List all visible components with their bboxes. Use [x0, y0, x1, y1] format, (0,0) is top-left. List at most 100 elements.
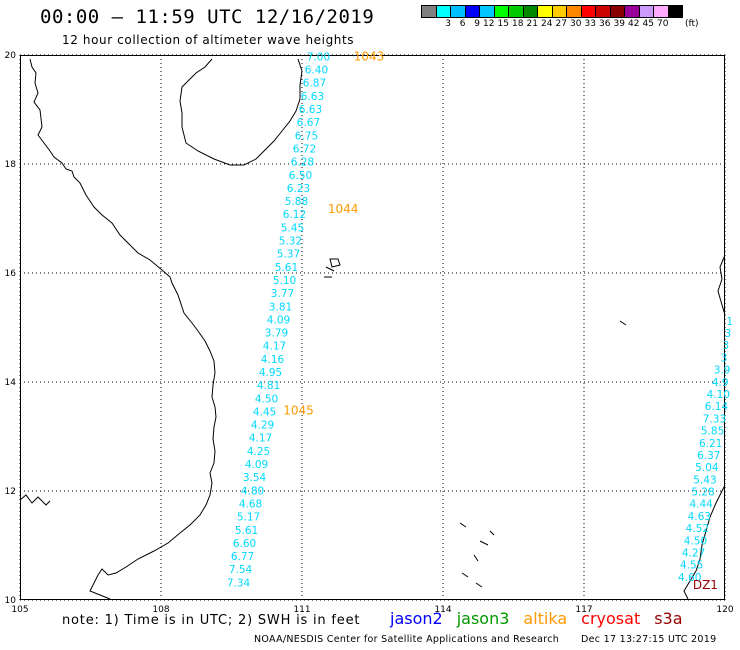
swh-main-value: 4.09	[245, 459, 268, 471]
coastline-paracel-1	[329, 258, 341, 268]
legend-swatch	[566, 5, 582, 18]
legend-unit: (ft)	[685, 19, 699, 29]
swh-east-value: 3.9	[714, 365, 731, 377]
legend-swatch	[595, 5, 611, 18]
swh-east-value: 3	[723, 340, 730, 352]
coastline	[19, 58, 726, 600]
swh-main-value: 5.61	[235, 525, 258, 537]
legend-ticks: 3 6 9 12 15 18 21 24 27 30 33 36 39 42 45 70 (ft)	[422, 19, 699, 29]
swh-east-value: 4.60	[678, 572, 701, 584]
footer-credit: NOAA/NESDIS Center for Satellite Applica…	[254, 634, 560, 645]
lat-tick-label: 14	[5, 378, 17, 388]
altimeter-tracks: 7.006.406.876.636.636.676.756.726.286.50…	[227, 51, 733, 589]
legend-tick: 70	[657, 19, 669, 29]
swh-east-value: 4.50	[684, 535, 707, 547]
footer-note: note: 1) Time is in UTC; 2) SWH is in fe…	[62, 613, 361, 628]
swh-main-value: 6.60	[233, 538, 256, 550]
legend-swatch	[624, 5, 640, 18]
map-grid	[19, 54, 726, 601]
satellite-jason2: jason2	[390, 609, 443, 628]
swh-main-value: 4.17	[249, 433, 272, 445]
legend-tick: 42	[628, 19, 640, 29]
swh-main-value: 4.68	[239, 498, 262, 510]
legend-tick: 12	[483, 19, 495, 29]
swh-main-value: 3.81	[269, 301, 292, 313]
swh-east-value: 4.52	[686, 523, 709, 535]
swh-main-value: 5.32	[279, 236, 302, 248]
satellite-s3a: s3a	[654, 609, 683, 628]
swh-main-value: 5.45	[281, 222, 304, 234]
pass-label: 1043	[354, 49, 385, 63]
legend-tick: 21	[526, 19, 538, 29]
legend-tick: 24	[541, 19, 553, 29]
swh-main-value: 4.80	[241, 485, 264, 497]
legend-tick	[422, 19, 437, 29]
coastline-vietnam	[29, 58, 217, 600]
swh-east-value: 6.21	[699, 438, 722, 450]
swh-main-value: 6.28	[291, 157, 314, 169]
swh-main-value: 5.17	[237, 512, 260, 524]
legend-swatch	[537, 5, 553, 18]
lon-tick-label: 120	[716, 605, 733, 615]
swh-main-value: 6.50	[289, 170, 312, 182]
wave-height-legend: 3 6 9 12 15 18 21 24 27 30 33 36 39 42 45 70 (ft)	[421, 5, 699, 29]
legend-swatch	[421, 5, 437, 18]
swh-main-value: 6.12	[283, 209, 306, 221]
swh-main-value: 6.23	[287, 183, 310, 195]
lat-tick-label: 12	[5, 487, 16, 497]
swh-east-value: 1	[726, 316, 733, 328]
legend-swatch	[450, 5, 466, 18]
swh-east-value: 4.27	[682, 548, 705, 560]
legend-tick: 9	[474, 19, 480, 29]
satellite-jason3: jason3	[456, 609, 510, 628]
swh-main-value: 3.79	[265, 328, 288, 340]
legend-swatch	[508, 5, 524, 18]
legend-tick: 3	[445, 19, 451, 29]
lat-tick-label: 18	[5, 160, 17, 170]
swh-east-value: 5.04	[695, 462, 719, 474]
swh-east-value: 5.85	[701, 426, 724, 438]
swh-east-value: 7.33	[703, 413, 726, 425]
lon-tick-label: 111	[293, 605, 310, 615]
legend-tick: 45	[642, 19, 654, 29]
swh-main-value: 4.17	[263, 341, 286, 353]
coastline-islet	[619, 320, 627, 326]
legend-tick: 27	[555, 19, 567, 29]
legend-tick: 30	[570, 19, 582, 29]
lon-tick-label: 105	[11, 605, 28, 615]
swh-main-value: 6.40	[305, 65, 328, 77]
pass-label: 1044	[328, 202, 359, 216]
legend-swatch	[653, 5, 669, 18]
legend-swatch	[435, 5, 451, 18]
lon-tick-label: 114	[434, 605, 451, 615]
pass-label: DZ1	[693, 578, 718, 592]
swh-east-value: 6.14	[705, 401, 729, 413]
swh-east-value: 3	[721, 352, 728, 364]
swh-east-value: 4.63	[688, 511, 711, 523]
lon-tick-label: 108	[152, 605, 169, 615]
swh-main-value: 4.16	[261, 354, 285, 366]
swh-main-value: 6.77	[231, 551, 254, 563]
swh-main-value: 4.95	[259, 367, 282, 379]
satellite-cryosat: cryosat	[581, 609, 641, 628]
coastline-vietnam-south	[19, 494, 51, 506]
coastline-luzon	[717, 254, 726, 316]
legend-tick: 15	[497, 19, 509, 29]
swh-east-value: 6.37	[697, 450, 720, 462]
satellite-altika: altika	[523, 609, 568, 628]
lat-tick-label: 10	[5, 596, 17, 606]
legend-swatch	[551, 5, 567, 18]
lat-tick-label: 16	[5, 269, 17, 279]
swh-main-value: 4.09	[267, 314, 290, 326]
swh-main-value: 6.72	[293, 143, 316, 155]
lat-tick-label: 20	[5, 51, 17, 61]
swh-main-value: 4.25	[247, 446, 270, 458]
pass-labels: 1043 1044 1045 DZ1	[283, 49, 718, 592]
page-title: 00:00 – 11:59 UTC 12/16/2019	[40, 6, 375, 28]
coastline-paracel-2	[324, 266, 335, 278]
legend-tick: 6	[459, 19, 466, 29]
swh-main-value: 5.10	[273, 275, 296, 287]
swh-east-value: 3	[724, 328, 731, 340]
footer-timestamp: Dec 17 13:27:15 UTC 2019	[581, 634, 717, 645]
legend-swatch	[667, 5, 683, 18]
